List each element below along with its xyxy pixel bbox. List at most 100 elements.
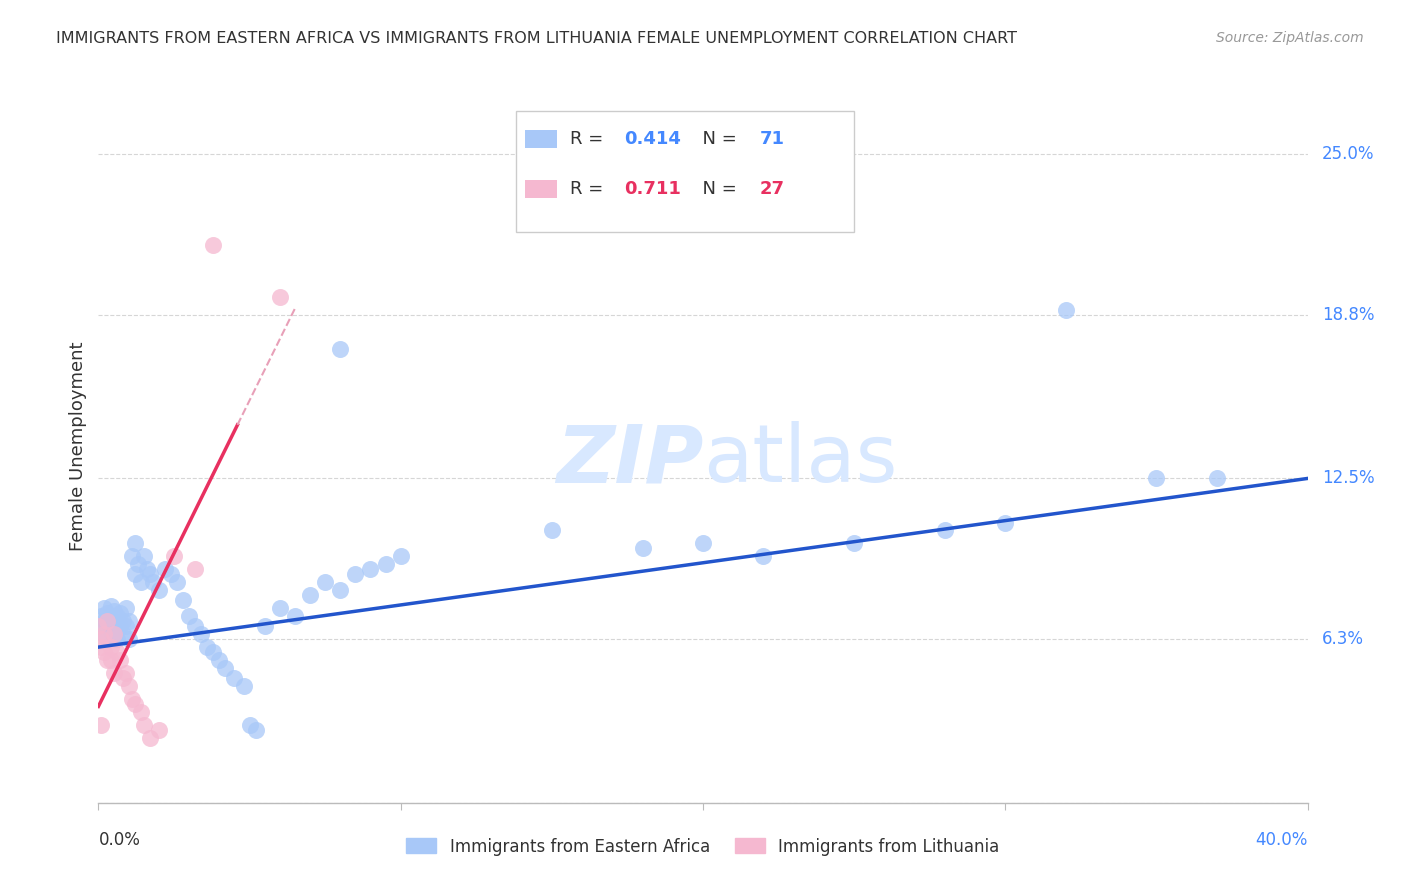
Point (344, 567, 367, 582)
Point (172, 593, 194, 607)
Point (96, 653, 118, 667)
Point (139, 567, 162, 582)
Text: 0.0%: 0.0% (98, 831, 141, 849)
Point (90, 640, 112, 654)
Point (105, 645, 128, 659)
Text: ZIP: ZIP (555, 421, 703, 500)
Legend: Immigrants from Eastern Africa, Immigrants from Lithuania: Immigrants from Eastern Africa, Immigran… (399, 831, 1007, 863)
Point (96, 619, 118, 633)
Point (1206, 471, 1229, 485)
Text: IMMIGRANTS FROM EASTERN AFRICA VS IMMIGRANTS FROM LITHUANIA FEMALE UNEMPLOYMENT : IMMIGRANTS FROM EASTERN AFRICA VS IMMIGR… (56, 31, 1017, 46)
Point (184, 619, 207, 633)
Point (163, 549, 186, 564)
Point (105, 632, 128, 647)
Point (148, 723, 170, 738)
Point (166, 575, 188, 590)
Point (374, 557, 396, 571)
Point (299, 588, 322, 602)
Point (121, 549, 143, 564)
Point (103, 627, 125, 641)
Point (195, 640, 218, 654)
Point (124, 536, 146, 550)
Point (239, 718, 262, 732)
Point (540, 524, 562, 538)
Point (100, 640, 122, 654)
Point (184, 562, 207, 576)
Point (631, 541, 654, 556)
Point (121, 692, 143, 706)
Point (118, 614, 141, 628)
Point (93, 627, 115, 641)
FancyBboxPatch shape (526, 130, 557, 148)
Text: 27: 27 (759, 180, 785, 198)
Text: 25.0%: 25.0% (1322, 145, 1375, 163)
Y-axis label: Female Unemployment: Female Unemployment (69, 342, 87, 550)
Point (90, 609, 112, 624)
Point (202, 645, 225, 659)
Point (90, 632, 112, 647)
Point (232, 679, 254, 693)
Point (692, 536, 714, 550)
Text: N =: N = (690, 180, 742, 198)
Point (93, 627, 115, 641)
Point (105, 609, 128, 624)
Text: Source: ZipAtlas.com: Source: ZipAtlas.com (1216, 31, 1364, 45)
Point (114, 619, 136, 633)
Point (108, 607, 131, 621)
Point (153, 562, 176, 576)
Point (148, 582, 170, 597)
Point (100, 653, 122, 667)
Point (1054, 302, 1077, 317)
Text: 71: 71 (759, 130, 785, 148)
Point (103, 666, 125, 681)
Point (329, 342, 352, 356)
Text: 40.0%: 40.0% (1256, 831, 1308, 849)
Text: 6.3%: 6.3% (1322, 631, 1364, 648)
Text: 12.5%: 12.5% (1322, 469, 1375, 487)
Point (202, 238, 225, 252)
Point (96, 632, 118, 647)
Point (129, 705, 152, 719)
Point (118, 632, 141, 647)
Point (93, 601, 115, 615)
Point (93, 645, 115, 659)
Point (214, 661, 236, 675)
Point (105, 622, 128, 636)
Point (96, 607, 118, 621)
Point (269, 601, 291, 615)
Text: R =: R = (569, 130, 609, 148)
Point (253, 619, 276, 633)
Point (329, 582, 352, 597)
Point (844, 536, 866, 550)
Point (90, 718, 112, 732)
Point (124, 567, 146, 582)
Point (108, 653, 131, 667)
Point (90, 619, 112, 633)
Point (127, 557, 149, 571)
Text: 0.414: 0.414 (624, 130, 682, 148)
Point (129, 575, 152, 590)
Point (114, 601, 136, 615)
Point (208, 653, 231, 667)
Text: R =: R = (569, 180, 609, 198)
Text: atlas: atlas (703, 421, 897, 500)
Point (103, 604, 125, 618)
Point (111, 671, 134, 685)
Point (111, 627, 134, 641)
Point (93, 614, 115, 628)
Point (103, 616, 125, 631)
Point (994, 516, 1017, 530)
Point (111, 614, 134, 628)
Point (245, 723, 267, 738)
Point (1144, 471, 1167, 485)
Point (108, 619, 131, 633)
Point (96, 614, 118, 628)
Point (934, 524, 956, 538)
Text: N =: N = (690, 130, 742, 148)
Point (135, 562, 157, 576)
Point (124, 697, 146, 711)
Point (190, 627, 212, 641)
Text: 18.8%: 18.8% (1322, 306, 1375, 324)
Point (269, 290, 291, 304)
Point (132, 549, 155, 564)
